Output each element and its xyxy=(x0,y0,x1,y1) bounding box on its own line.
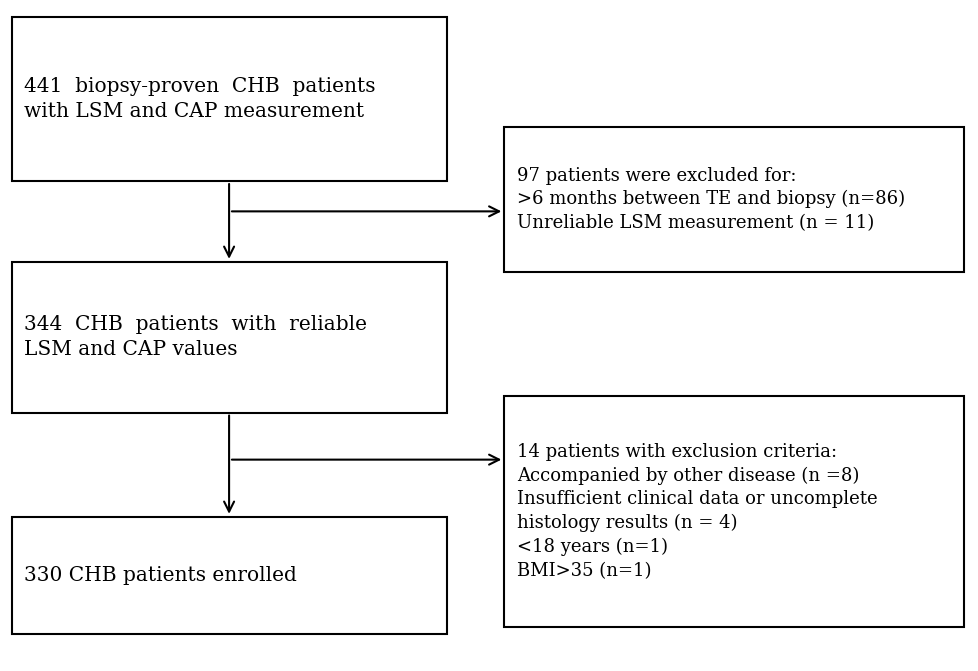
Bar xyxy=(504,127,963,272)
Text: 344  CHB  patients  with  reliable
LSM and CAP values: 344 CHB patients with reliable LSM and C… xyxy=(24,315,367,359)
Text: 14 patients with exclusion criteria:
Accompanied by other disease (n =8)
Insuffi: 14 patients with exclusion criteria: Acc… xyxy=(516,443,876,580)
Text: 97 patients were excluded for:
>6 months between TE and biopsy (n=86)
Unreliable: 97 patients were excluded for: >6 months… xyxy=(516,166,904,232)
Bar xyxy=(12,517,447,634)
Bar xyxy=(12,17,447,181)
Text: 330 CHB patients enrolled: 330 CHB patients enrolled xyxy=(24,566,297,584)
Text: 441  biopsy-proven  CHB  patients
with LSM and CAP measurement: 441 biopsy-proven CHB patients with LSM … xyxy=(24,76,376,121)
Bar xyxy=(12,262,447,413)
Bar xyxy=(504,396,963,627)
